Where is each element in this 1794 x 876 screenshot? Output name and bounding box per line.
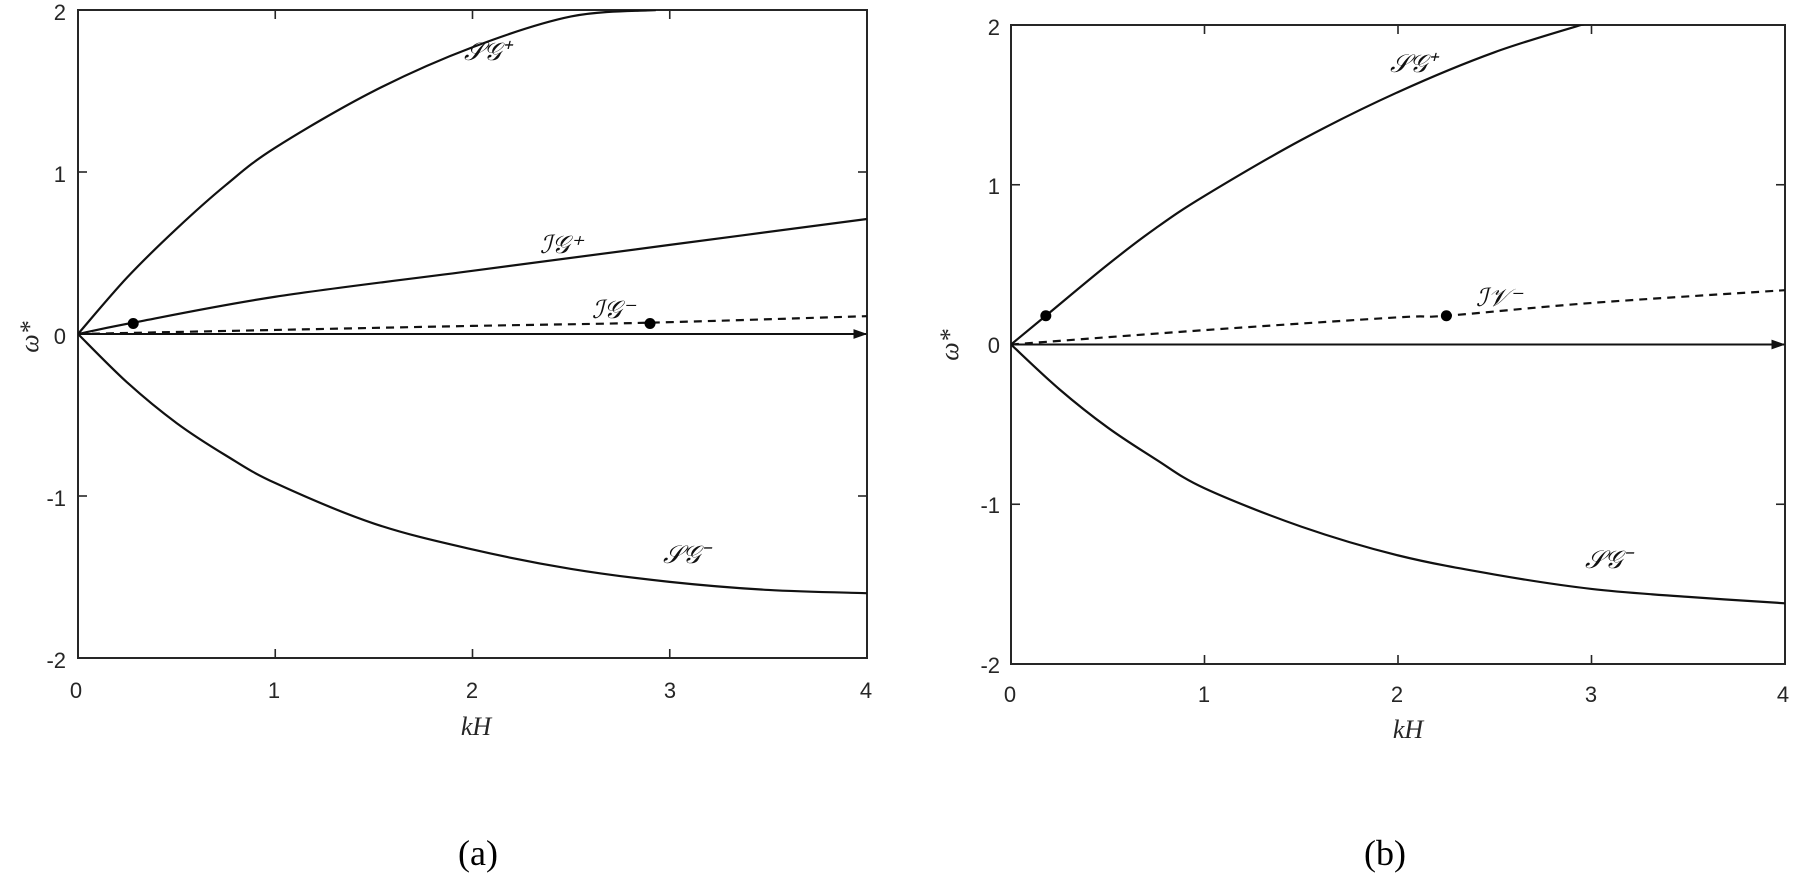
x-tick-label: 3 (1585, 682, 1597, 707)
data-point-marker (127, 317, 139, 329)
curve-label-ig-plus: ℐ𝒢⁺ (540, 232, 585, 259)
chart-panel-b: 0 1 2 3 4 -2 -1 0 1 2 kH ω* 𝒮𝒢⁺ ℐ𝒱⁻ 𝒮𝒢⁻ … (935, 15, 1789, 873)
y-tick-label: 0 (988, 333, 1000, 358)
curve-label-sg-plus: 𝒮𝒢⁺ (464, 39, 514, 66)
x-tick-label: 2 (1391, 682, 1403, 707)
x-tick-label: 0 (1004, 682, 1016, 707)
curve-label-sg-minus: 𝒮𝒢⁻ (663, 542, 713, 569)
y-tick-label: -2 (980, 653, 1000, 678)
plot-area-a (77, 9, 868, 659)
series-line-1 (1011, 289, 1785, 346)
y-tick-label: 1 (54, 162, 66, 187)
curve-label-iv-minus: ℐ𝒱⁻ (1476, 285, 1524, 312)
x-tick-label: 3 (664, 678, 676, 703)
panel-label-a: (a) (458, 833, 498, 873)
curve-label-sg-minus: 𝒮𝒢⁻ (1585, 547, 1635, 574)
x-tick-label: 4 (860, 678, 872, 703)
x-tick-label: 1 (1198, 682, 1210, 707)
series-line-0 (78, 10, 657, 335)
plot-area-b (1010, 24, 1786, 665)
y-axis-label: ω* (935, 329, 964, 360)
y-tick-label: 2 (988, 15, 1000, 40)
y-tick-label: -1 (46, 486, 66, 511)
data-point-marker (644, 317, 656, 329)
y-tick-label: 1 (988, 174, 1000, 199)
x-tick-label: 0 (70, 678, 82, 703)
y-axis-label: ω* (15, 321, 44, 352)
y-tick-label: 0 (54, 324, 66, 349)
series-line-1 (78, 217, 867, 336)
data-point-marker (1440, 310, 1452, 322)
series-line-3 (78, 333, 867, 595)
x-axis-label: kH (461, 712, 493, 741)
x-tick-label: 2 (466, 678, 478, 703)
y-tick-label: 2 (54, 0, 66, 25)
x-axis-label: kH (1393, 715, 1425, 744)
series-line-0 (1011, 25, 1585, 346)
data-point-marker (1040, 310, 1052, 322)
series-line-2 (1011, 343, 1785, 605)
curve-label-sg-plus: 𝒮𝒢⁺ (1390, 51, 1440, 78)
series-line-2 (78, 315, 867, 336)
curve-label-ig-minus: ℐ𝒢⁻ (592, 297, 637, 324)
y-tick-label: -2 (46, 648, 66, 673)
y-tick-label: -1 (980, 493, 1000, 518)
panel-label-b: (b) (1364, 833, 1406, 873)
x-tick-label: 1 (268, 678, 280, 703)
x-tick-label: 4 (1777, 682, 1789, 707)
chart-panel-a: 0 1 2 3 4 -2 -1 0 1 2 kH ω* 𝒮𝒢⁺ ℐ𝒢⁺ ℐ𝒢⁻ … (15, 0, 872, 873)
